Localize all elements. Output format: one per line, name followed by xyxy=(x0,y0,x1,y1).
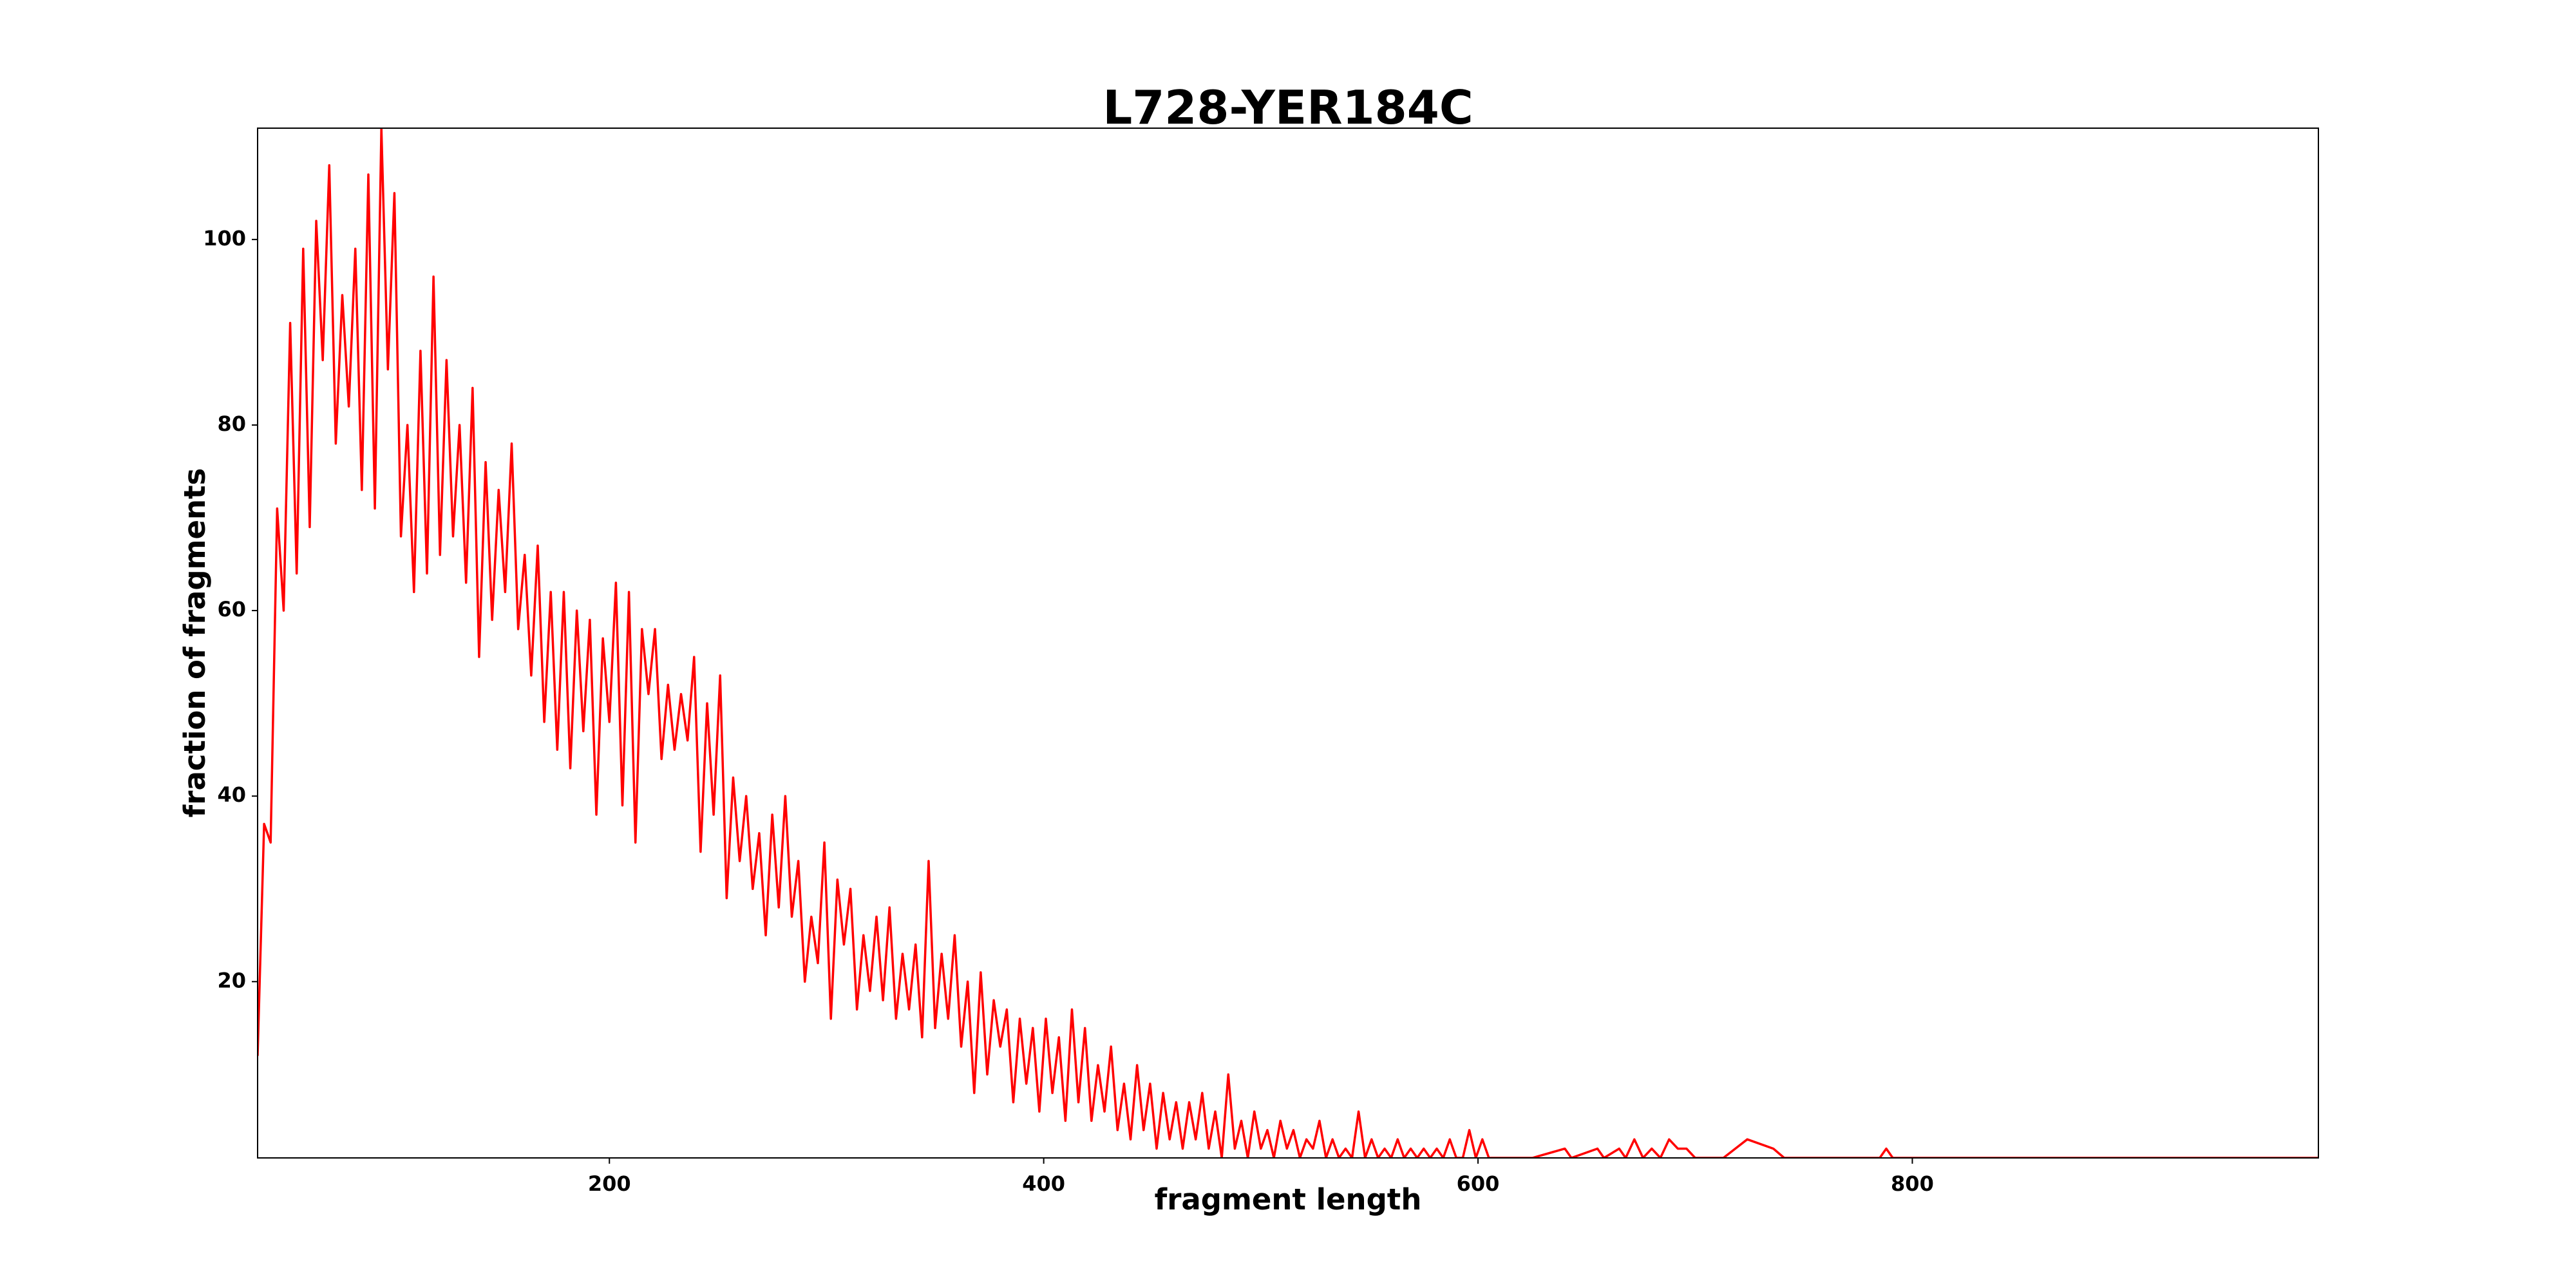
y-tick-label: 20 xyxy=(217,968,246,992)
y-tick-label: 60 xyxy=(217,597,246,621)
y-axis-label: fraction of fragments xyxy=(178,468,212,818)
chart-title: L728-YER184C xyxy=(1103,80,1473,135)
y-tick-label: 100 xyxy=(203,226,246,251)
x-axis-label: fragment length xyxy=(1155,1182,1422,1217)
plot-frame xyxy=(257,128,2319,1159)
data-line xyxy=(258,128,2318,1158)
y-tick-label: 80 xyxy=(217,412,246,436)
x-tick-label: 600 xyxy=(1457,1171,1500,1196)
y-tick-label: 40 xyxy=(217,782,246,807)
x-tick-label: 200 xyxy=(588,1171,631,1196)
x-tick-label: 800 xyxy=(1891,1171,1934,1196)
x-tick-label: 400 xyxy=(1022,1171,1065,1196)
